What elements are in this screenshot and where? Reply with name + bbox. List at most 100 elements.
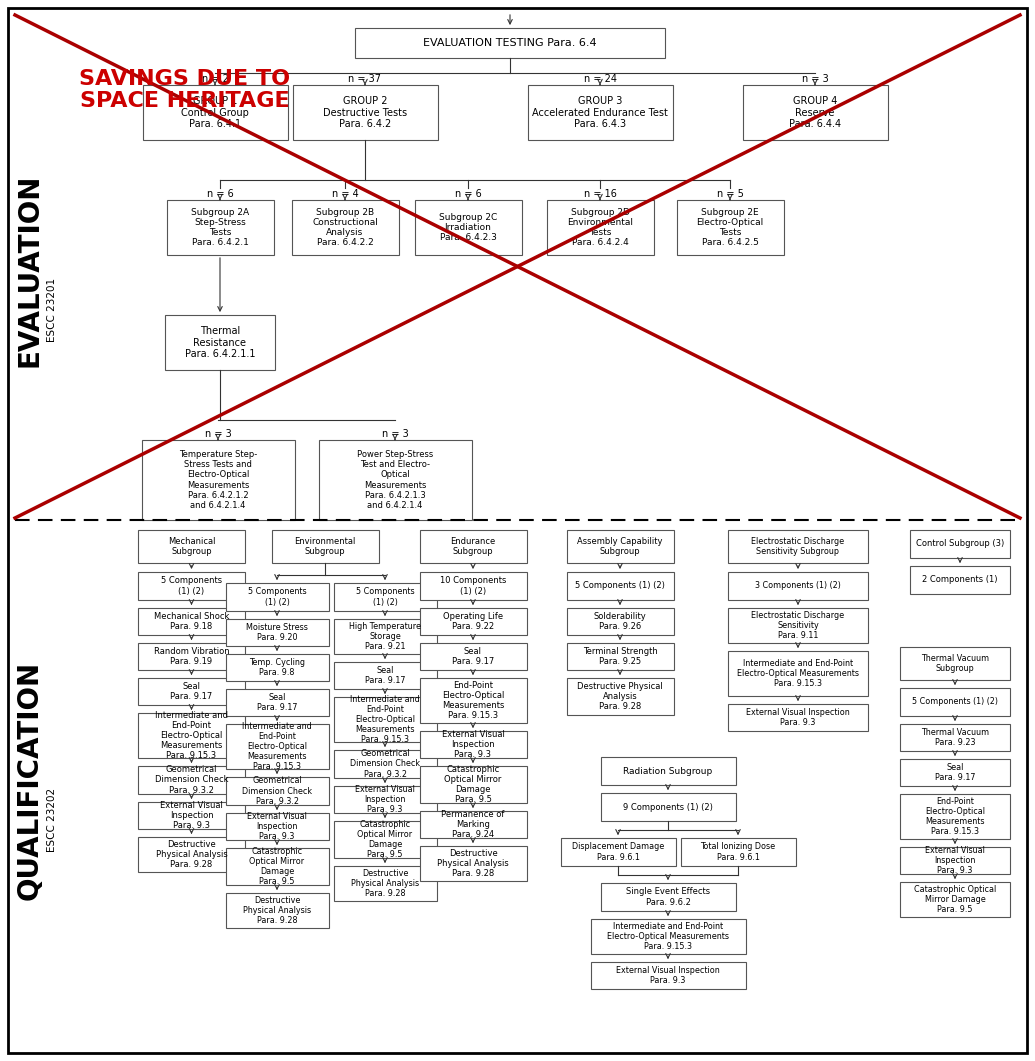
- Bar: [900, 794, 1010, 839]
- Text: GROUP 3
Accelerated Endurance Test
Para. 6.4.3: GROUP 3 Accelerated Endurance Test Para.…: [532, 97, 668, 128]
- Bar: [566, 678, 674, 715]
- Bar: [293, 85, 438, 140]
- Bar: [900, 882, 1010, 917]
- Bar: [226, 848, 328, 885]
- Bar: [591, 919, 745, 954]
- Bar: [419, 572, 527, 601]
- Text: n = 4: n = 4: [331, 189, 358, 199]
- Text: Thermal Vacuum
Subgroup: Thermal Vacuum Subgroup: [921, 654, 989, 673]
- Text: Destructive
Physical Analysis
Para. 9.28: Destructive Physical Analysis Para. 9.28: [437, 849, 509, 879]
- Text: Environmental
Subgroup: Environmental Subgroup: [294, 537, 356, 556]
- Bar: [138, 678, 245, 705]
- Text: Intermediate and End-Point
Electro-Optical Measurements
Para. 9.15.3: Intermediate and End-Point Electro-Optic…: [737, 659, 859, 688]
- Bar: [728, 651, 868, 696]
- Text: Radiation Subgroup: Radiation Subgroup: [623, 766, 713, 776]
- Bar: [355, 28, 666, 58]
- Text: Subgroup 2A
Step-Stress
Tests
Para. 6.4.2.1: Subgroup 2A Step-Stress Tests Para. 6.4.…: [190, 208, 249, 247]
- Bar: [138, 643, 245, 669]
- Text: Electrostatic Discharge
Sensitivity
Para. 9.11: Electrostatic Discharge Sensitivity Para…: [751, 611, 845, 640]
- Bar: [138, 572, 245, 601]
- Text: High Temperature
Storage
Para. 9.21: High Temperature Storage Para. 9.21: [349, 622, 421, 651]
- Bar: [333, 619, 437, 654]
- Bar: [728, 705, 868, 731]
- Text: Permanence of
Marking
Para. 9.24: Permanence of Marking Para. 9.24: [441, 810, 505, 839]
- Text: Intermediate and
End-Point
Electro-Optical
Measurements
Para. 9.15.3: Intermediate and End-Point Electro-Optic…: [350, 695, 420, 744]
- Text: External Visual
Inspection
Para. 9.3: External Visual Inspection Para. 9.3: [247, 812, 307, 841]
- Text: Catastrophic
Optical Mirror
Damage
Para. 9.5: Catastrophic Optical Mirror Damage Para.…: [444, 765, 502, 804]
- Bar: [333, 750, 437, 778]
- Text: SAVINGS DUE TO
SPACE HERITAGE: SAVINGS DUE TO SPACE HERITAGE: [80, 69, 291, 110]
- Bar: [333, 582, 437, 611]
- Text: Assembly Capability
Subgroup: Assembly Capability Subgroup: [578, 537, 662, 556]
- Bar: [419, 643, 527, 669]
- Bar: [226, 689, 328, 716]
- Bar: [728, 572, 868, 601]
- Text: Intermediate and
End-Point
Electro-Optical
Measurements
Para. 9.15.3: Intermediate and End-Point Electro-Optic…: [155, 711, 228, 760]
- Bar: [138, 530, 245, 563]
- Text: Thermal
Resistance
Para. 6.4.2.1.1: Thermal Resistance Para. 6.4.2.1.1: [185, 327, 256, 359]
- Text: n = 6: n = 6: [454, 189, 481, 199]
- Text: EVALUATION: EVALUATION: [16, 173, 45, 367]
- Bar: [742, 85, 887, 140]
- Bar: [910, 566, 1010, 594]
- Text: Intermediate and
End-Point
Electro-Optical
Measurements
Para. 9.15.3: Intermediate and End-Point Electro-Optic…: [242, 721, 312, 771]
- Text: n = 6: n = 6: [207, 189, 233, 199]
- Text: 10 Components
(1) (2): 10 Components (1) (2): [440, 576, 506, 595]
- Text: 5 Components
(1) (2): 5 Components (1) (2): [247, 588, 306, 607]
- Text: Destructive Physical
Analysis
Para. 9.28: Destructive Physical Analysis Para. 9.28: [578, 682, 662, 711]
- Text: 3 Components (1) (2): 3 Components (1) (2): [756, 581, 840, 591]
- Bar: [600, 883, 736, 911]
- Bar: [414, 201, 522, 255]
- Bar: [226, 893, 328, 928]
- Text: n = 5: n = 5: [716, 189, 743, 199]
- Text: Seal
Para. 9.17: Seal Para. 9.17: [935, 763, 975, 782]
- Bar: [333, 662, 437, 689]
- Text: Intermediate and End-Point
Electro-Optical Measurements
Para. 9.15.3: Intermediate and End-Point Electro-Optic…: [607, 922, 729, 951]
- Text: Mechanical
Subgroup: Mechanical Subgroup: [168, 537, 215, 556]
- Text: 5 Components
(1) (2): 5 Components (1) (2): [356, 588, 414, 607]
- Text: External Visual
Inspection
Para. 9.3: External Visual Inspection Para. 9.3: [355, 785, 415, 814]
- Bar: [728, 530, 868, 563]
- Text: Control Subgroup (3): Control Subgroup (3): [916, 539, 1004, 549]
- Bar: [419, 731, 527, 758]
- Text: 5 Components (1) (2): 5 Components (1) (2): [912, 697, 998, 707]
- Bar: [566, 530, 674, 563]
- Bar: [680, 838, 796, 866]
- Text: Single Event Effects
Para. 9.6.2: Single Event Effects Para. 9.6.2: [626, 887, 710, 906]
- Bar: [143, 85, 288, 140]
- Bar: [292, 201, 398, 255]
- Bar: [333, 697, 437, 742]
- Text: Destructive
Physical Analysis
Para. 9.28: Destructive Physical Analysis Para. 9.28: [351, 869, 419, 898]
- Text: Catastrophic
Optical Mirror
Damage
Para. 9.5: Catastrophic Optical Mirror Damage Para.…: [357, 820, 413, 859]
- Bar: [419, 530, 527, 563]
- Bar: [142, 440, 295, 520]
- Text: GROUP 2
Destructive Tests
Para. 6.4.2: GROUP 2 Destructive Tests Para. 6.4.2: [323, 97, 407, 128]
- Bar: [528, 85, 673, 140]
- Text: Total Ionizing Dose
Para. 9.6.1: Total Ionizing Dose Para. 9.6.1: [701, 842, 775, 862]
- Text: n = 3: n = 3: [802, 74, 828, 84]
- Text: n = 3: n = 3: [382, 429, 409, 439]
- Bar: [165, 315, 275, 370]
- Text: n = 2: n = 2: [202, 74, 229, 84]
- Text: Endurance
Subgroup: Endurance Subgroup: [450, 537, 496, 556]
- Bar: [138, 837, 245, 872]
- Text: External Visual
Inspection
Para. 9.3: External Visual Inspection Para. 9.3: [442, 730, 504, 759]
- Text: EVALUATION TESTING Para. 6.4: EVALUATION TESTING Para. 6.4: [423, 38, 597, 48]
- Text: Operating Life
Para. 9.22: Operating Life Para. 9.22: [443, 612, 503, 631]
- Text: Seal
Para. 9.17: Seal Para. 9.17: [452, 647, 494, 666]
- Text: Power Step-Stress
Test and Electro-
Optical
Measurements
Para. 6.4.2.1.3
and 6.4: Power Step-Stress Test and Electro- Opti…: [357, 450, 433, 509]
- Bar: [677, 201, 783, 255]
- Bar: [419, 846, 527, 881]
- Bar: [900, 724, 1010, 751]
- Bar: [319, 440, 472, 520]
- Bar: [419, 811, 527, 838]
- Text: n = 16: n = 16: [584, 189, 617, 199]
- Bar: [226, 813, 328, 840]
- Text: Electrostatic Discharge
Sensitivity Subgroup: Electrostatic Discharge Sensitivity Subg…: [751, 537, 845, 556]
- Bar: [900, 847, 1010, 874]
- Text: External Visual Inspection
Para. 9.3: External Visual Inspection Para. 9.3: [616, 966, 720, 985]
- Bar: [900, 647, 1010, 680]
- Bar: [226, 777, 328, 805]
- Text: GROUP 1
Control Group
Para. 6.4.1: GROUP 1 Control Group Para. 6.4.1: [181, 97, 249, 128]
- Bar: [591, 962, 745, 989]
